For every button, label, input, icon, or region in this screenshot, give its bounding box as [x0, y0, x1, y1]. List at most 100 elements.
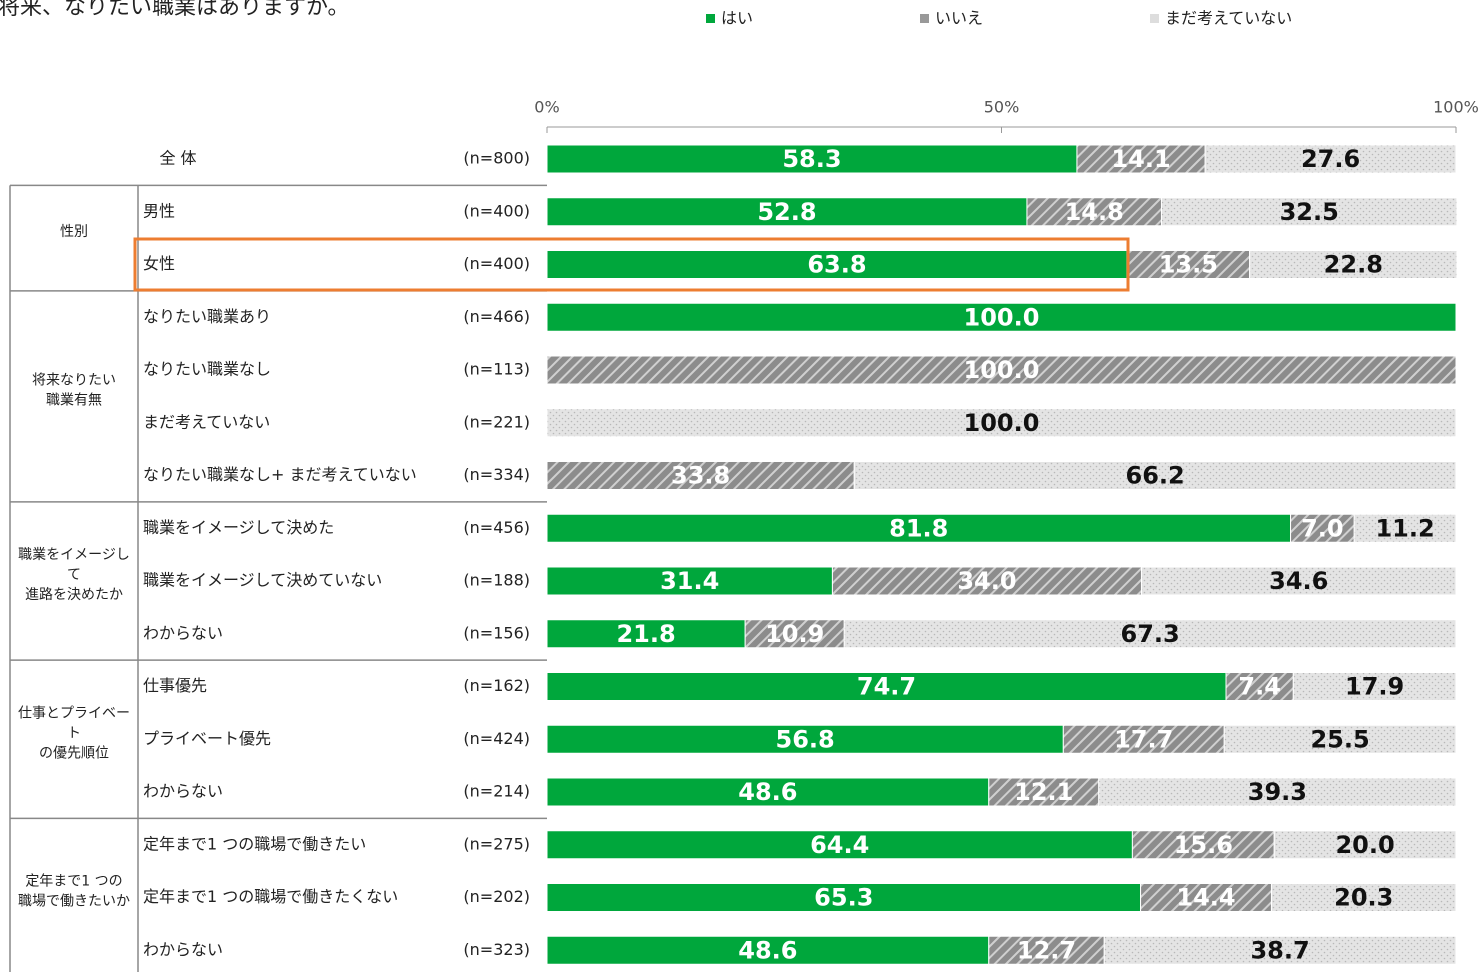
bar-segment [1026, 197, 1162, 227]
row-label: なりたい職業あり [143, 307, 271, 326]
value-label: 7.0 [1301, 514, 1344, 542]
bar-segment [546, 197, 1028, 227]
group-label: の優先順位 [39, 745, 109, 761]
legend-label: まだ考えていない [1165, 9, 1292, 28]
bar-segment [546, 830, 1133, 860]
value-label: 67.3 [1121, 620, 1180, 648]
value-label: 100.0 [964, 303, 1040, 331]
bar-segment [546, 566, 833, 596]
bar-segment [853, 461, 1457, 490]
bar-segment [546, 408, 1457, 438]
bar-segment [1292, 672, 1457, 701]
value-label: 21.8 [616, 620, 675, 648]
value-label: 34.0 [957, 567, 1016, 595]
legend-marker [706, 14, 715, 23]
group-label: ト [67, 725, 81, 741]
bar-segment [546, 513, 1292, 543]
bar-segment [1204, 144, 1457, 174]
n-label: (n=188) [463, 571, 530, 590]
value-label: 48.6 [738, 936, 797, 964]
group-label: 定年まで1 つの [25, 874, 122, 890]
n-label: (n=113) [463, 360, 530, 379]
value-label: 27.6 [1301, 145, 1360, 173]
legend-marker [1150, 14, 1159, 23]
n-label: (n=275) [463, 834, 530, 853]
legend-label: いいえ [935, 9, 983, 28]
bar-segment [1270, 883, 1457, 912]
row-label: わからない [143, 782, 223, 801]
bar-segment [1076, 144, 1206, 174]
bar-segment [546, 461, 855, 490]
n-label: (n=456) [463, 518, 530, 537]
n-label: (n=466) [463, 307, 530, 326]
row-label: わからない [143, 623, 223, 642]
value-label: 32.5 [1280, 198, 1339, 226]
bar-segment [1353, 513, 1457, 543]
value-label: 10.9 [765, 620, 824, 648]
row-label: まだ考えていない [143, 412, 270, 431]
value-label: 20.0 [1335, 831, 1394, 859]
value-label: 34.6 [1269, 567, 1328, 595]
value-label: 17.7 [1114, 725, 1173, 753]
bar-segment [546, 144, 1078, 174]
value-label: 33.8 [671, 462, 730, 490]
value-label: 17.9 [1345, 673, 1404, 701]
value-label: 65.3 [814, 884, 873, 912]
legend-label: はい [721, 9, 753, 28]
value-label: 12.7 [1017, 936, 1076, 964]
chart-title: 将来、なりたい職業はありますか。 [0, 0, 350, 20]
value-label: 74.7 [857, 673, 916, 701]
bar-segment [1140, 883, 1272, 912]
n-label: (n=400) [463, 254, 530, 273]
highlight-box [133, 237, 1130, 292]
bar-segment [1098, 777, 1457, 807]
bar-segment [988, 777, 1100, 807]
value-label: 56.8 [776, 725, 835, 753]
row-label: 職業をイメージして決めていない [143, 571, 382, 590]
n-label: (n=221) [463, 412, 530, 431]
bar-segment [546, 672, 1227, 701]
value-label: 66.2 [1126, 462, 1185, 490]
row-label: わからない [143, 940, 223, 959]
n-label: (n=162) [463, 676, 530, 695]
value-label: 38.7 [1250, 936, 1309, 964]
x-tick-label: 50% [984, 98, 1020, 117]
n-label: (n=214) [463, 782, 530, 801]
row-label: 女性 [143, 254, 175, 273]
bar-segment [1225, 672, 1294, 701]
group-label: 職業をイメージし [18, 547, 130, 563]
group-label: 進路を決めたか [25, 587, 123, 603]
bar-segment [843, 619, 1457, 649]
x-tick-label: 0% [534, 98, 559, 117]
value-label: 100.0 [964, 356, 1040, 384]
bar-segment [546, 724, 1064, 754]
bar-segment [1290, 513, 1355, 543]
value-label: 7.4 [1238, 673, 1281, 701]
row-label: 全 体 [159, 149, 196, 168]
bar-segment [546, 935, 990, 965]
row-label: プライベート優先 [143, 729, 271, 748]
row-label: 定年まで1 つの職場で働きたい [143, 834, 366, 853]
bar-segment [1223, 724, 1457, 754]
n-label: (n=424) [463, 729, 530, 748]
bar-segment [1140, 566, 1457, 596]
legend-marker [920, 14, 929, 23]
row-label: 定年まで1 つの職場で働きたくない [143, 887, 398, 906]
n-label: (n=800) [463, 149, 530, 168]
value-label: 63.8 [807, 251, 866, 279]
value-label: 14.1 [1111, 145, 1170, 173]
bar-segment [831, 566, 1142, 596]
n-label: (n=323) [463, 940, 530, 959]
bar-segment [1131, 830, 1275, 860]
bar-segment [1160, 197, 1458, 227]
value-label: 52.8 [757, 198, 816, 226]
n-label: (n=202) [463, 887, 530, 906]
value-label: 31.4 [660, 567, 719, 595]
bar-segment [1103, 935, 1457, 965]
value-label: 58.3 [782, 145, 841, 173]
row-label: なりたい職業なし [143, 360, 271, 379]
value-label: 20.3 [1334, 884, 1393, 912]
group-label: 仕事とプライベー [18, 705, 130, 721]
value-label: 14.4 [1176, 884, 1235, 912]
